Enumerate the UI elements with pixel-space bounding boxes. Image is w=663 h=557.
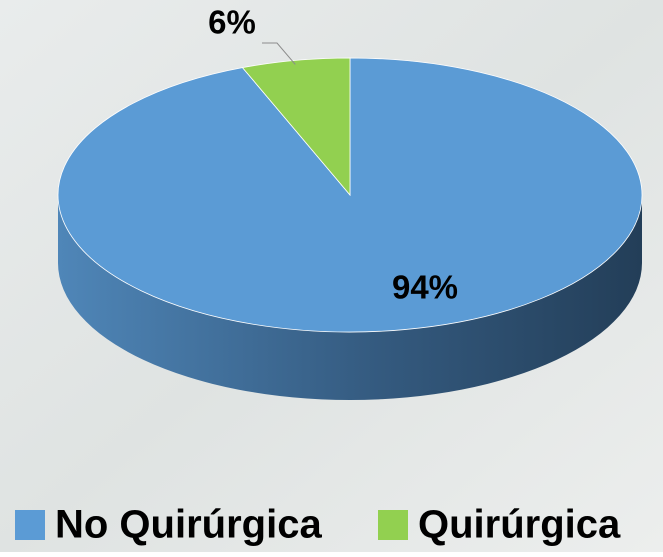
- data-label: 6%: [208, 4, 256, 41]
- slice: [241, 57, 351, 197]
- legend-label: No Quirúrgica: [55, 503, 322, 547]
- legend-swatch: [15, 510, 45, 540]
- legend-swatch: [378, 510, 408, 540]
- slice-side: [58, 195, 642, 400]
- legend: No Quirúrgica Quirúrgica: [15, 503, 621, 547]
- legend-label: Quirúrgica: [418, 503, 621, 547]
- pie: 94% 6%: [57, 4, 643, 400]
- leader-line: [262, 42, 296, 65]
- data-label: 94%: [392, 269, 458, 306]
